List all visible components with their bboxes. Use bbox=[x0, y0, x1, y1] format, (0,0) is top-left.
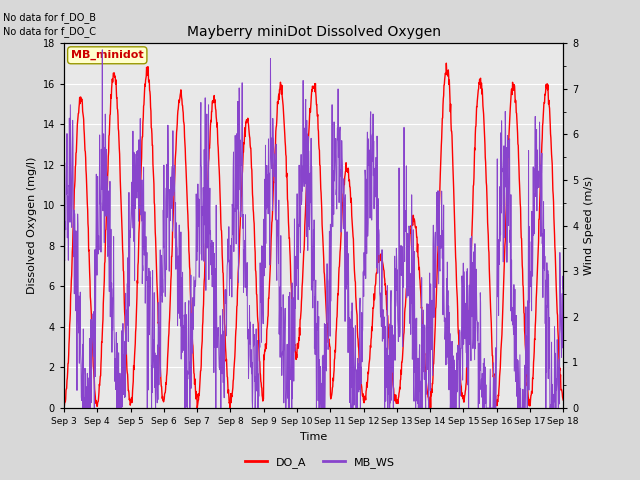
Y-axis label: Dissolved Oxygen (mg/l): Dissolved Oxygen (mg/l) bbox=[27, 157, 37, 294]
Y-axis label: Wind Speed (m/s): Wind Speed (m/s) bbox=[584, 176, 594, 275]
Legend: DO_A, MB_WS: DO_A, MB_WS bbox=[241, 452, 399, 472]
Text: No data for f_DO_B: No data for f_DO_B bbox=[3, 12, 96, 23]
X-axis label: Time: Time bbox=[300, 432, 327, 442]
Text: MB_minidot: MB_minidot bbox=[71, 50, 143, 60]
Title: Mayberry miniDot Dissolved Oxygen: Mayberry miniDot Dissolved Oxygen bbox=[187, 25, 440, 39]
Text: No data for f_DO_C: No data for f_DO_C bbox=[3, 26, 96, 37]
